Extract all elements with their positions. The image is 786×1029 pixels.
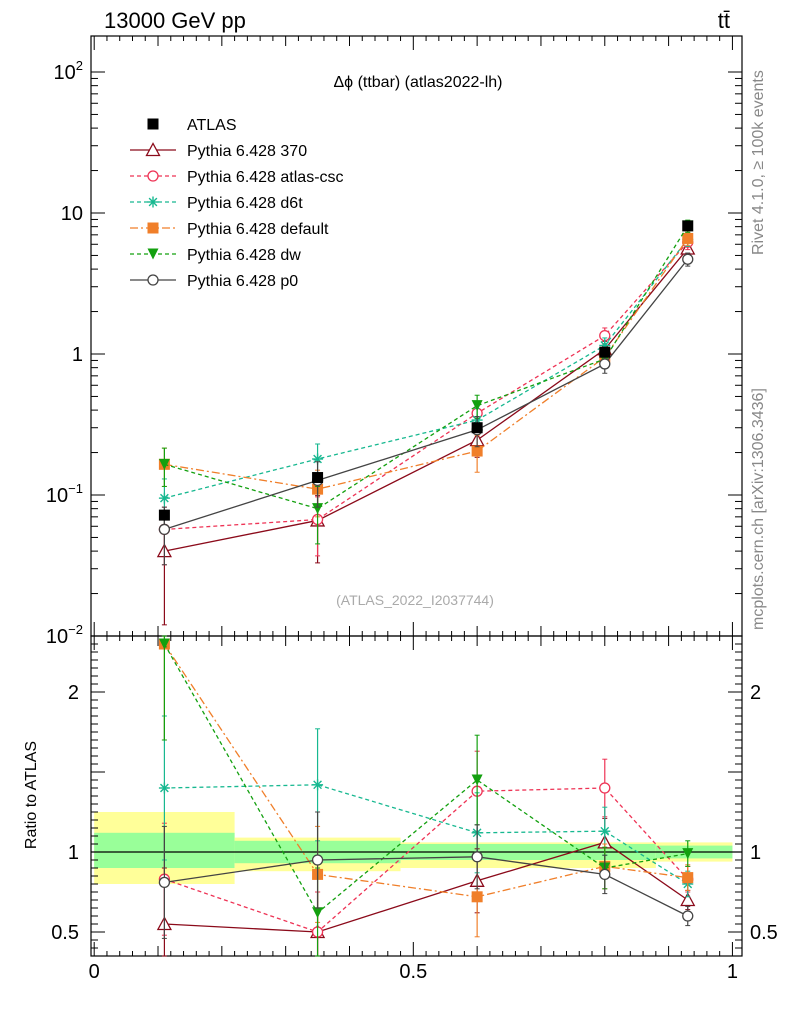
data-point — [312, 907, 324, 919]
ratio-frame — [90, 635, 743, 957]
legend-label: ATLAS — [187, 117, 237, 134]
data-point — [471, 774, 483, 786]
data-point — [147, 248, 159, 260]
y-tick-label: 1 — [68, 842, 79, 864]
data-point — [147, 222, 159, 234]
series-line — [164, 238, 689, 490]
data-point — [682, 220, 694, 232]
data-point — [312, 503, 324, 515]
data-point — [471, 851, 483, 863]
data-point — [312, 779, 324, 791]
data-point — [147, 118, 159, 130]
watermark: (ATLAS_2022_I2037744) — [336, 592, 494, 608]
data-point — [680, 892, 696, 907]
data-point — [599, 358, 611, 370]
y-tick-label: 102 — [54, 58, 83, 84]
chart-title: Δϕ (ttbar) (atlas2022-lh) — [333, 74, 502, 91]
data-point — [312, 472, 324, 484]
y-tick-label: 2 — [68, 682, 79, 704]
legend-label: Pythia 6.428 dw — [187, 247, 301, 264]
y-tick-label: 10−2 — [46, 622, 83, 648]
main-panel: ATLAS Pythia 6.428 370 Pythia 6.428 atlas-… — [46, 35, 743, 648]
data-point — [682, 872, 694, 884]
rivet-label: Rivet 4.1.0, ≥ 100k events — [750, 70, 767, 255]
data-point — [158, 523, 171, 536]
y-tick-label: 1 — [72, 344, 83, 366]
data-point — [145, 142, 161, 157]
legend-label: Pythia 6.428 atlas-csc — [187, 169, 344, 186]
data-point — [471, 400, 483, 412]
legend-label: Pythia 6.428 p0 — [187, 273, 298, 290]
data-point — [147, 274, 159, 286]
data-point — [471, 422, 483, 434]
ratio-panel: Ratio to ATLAS 0 0.5 1 2 2 1 1 0.5 0.5 — [23, 635, 778, 983]
data-point — [682, 848, 694, 860]
data-point — [682, 253, 694, 265]
data-point — [682, 232, 694, 244]
x-tick-label: 1 — [727, 961, 738, 983]
data-point — [599, 825, 611, 837]
legend-label: Pythia 6.428 370 — [187, 143, 307, 160]
data-point — [599, 346, 611, 358]
series-line — [164, 258, 689, 531]
data-point — [158, 458, 170, 470]
data-point — [147, 196, 159, 208]
data-point — [682, 910, 694, 922]
data-point — [158, 876, 171, 889]
data-point — [147, 170, 159, 182]
x-tick-label: 0.5 — [399, 961, 427, 983]
data-point — [471, 891, 483, 903]
y-tick-label: 0.5 — [51, 922, 79, 944]
data-point — [158, 509, 170, 521]
y-tick-label-right: 2 — [750, 682, 761, 704]
y-tick-label: 10−1 — [46, 481, 83, 507]
energy-label: 13000 GeV pp — [104, 8, 246, 33]
series-line — [163, 643, 688, 914]
data-point — [158, 782, 170, 794]
x-tick-label: 0 — [89, 961, 100, 983]
data-point — [599, 868, 611, 881]
data-point — [158, 638, 170, 650]
process-label: tt̄ — [718, 8, 730, 33]
data-point — [158, 492, 170, 504]
y-tick-label-right: 1 — [750, 842, 761, 864]
legend-label: Pythia 6.428 d6t — [187, 195, 303, 212]
y-tick-label-right: 0.5 — [750, 922, 778, 944]
legend-label: Pythia 6.428 default — [187, 221, 329, 238]
data-point — [311, 854, 324, 866]
ratio-ylabel: Ratio to ATLAS — [23, 741, 40, 849]
data-point — [599, 782, 611, 794]
series-line — [164, 225, 689, 510]
data-point — [471, 445, 483, 457]
mcplots-label: mcplots.cern.ch [arXiv:1306.3436] — [750, 388, 767, 630]
legend: ATLAS Pythia 6.428 370 Pythia 6.428 atlas-… — [130, 117, 344, 290]
series-line — [164, 248, 689, 552]
y-tick-label: 10 — [61, 203, 83, 225]
